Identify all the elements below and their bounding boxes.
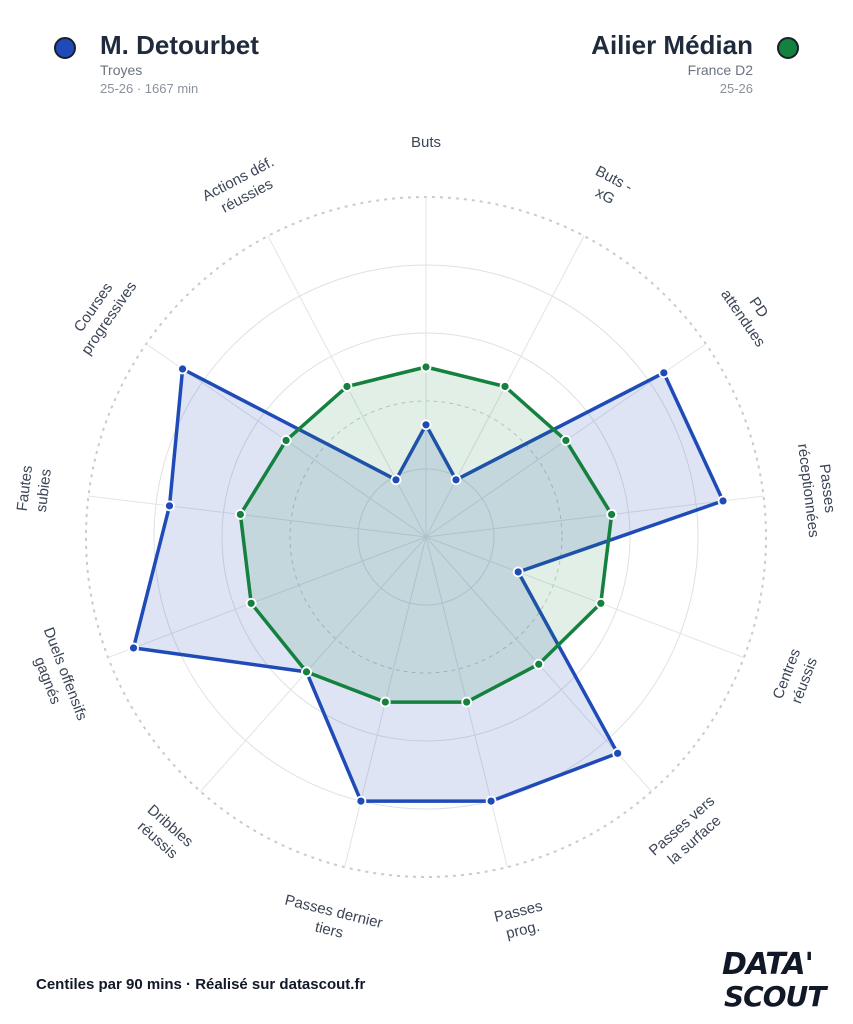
header: M. Detourbet Troyes 25-26 · 1667 min Ail… — [0, 0, 853, 110]
axis-label-2: Buts -xG — [592, 163, 635, 208]
radar-series — [128, 361, 729, 807]
logo-text-line1: DATA' — [722, 947, 814, 982]
axis-label-text: xG — [593, 184, 618, 208]
axis-label-text: Fautes — [14, 465, 36, 513]
reference-point-1 — [420, 361, 432, 373]
axis-label-text: subies — [33, 468, 55, 513]
player-point-2 — [450, 474, 462, 486]
player-point-5 — [512, 566, 524, 578]
player-color-dot — [54, 37, 76, 59]
grid-spoke — [425, 536, 745, 659]
reference-point-3 — [560, 435, 572, 446]
player-point-10 — [128, 642, 139, 654]
axis-label-text: Buts — [411, 134, 441, 151]
axis-label-13: Actions déf.réussies — [200, 153, 277, 216]
reference-name: Ailier Médian — [591, 30, 753, 60]
player-name: M. Detourbet — [100, 30, 259, 60]
axis-label-text: Passes — [816, 463, 839, 514]
reference-season: 25-26 — [719, 81, 753, 96]
axis-label-text: réceptionnées — [794, 443, 822, 539]
reference-point-5 — [595, 597, 607, 609]
player-meta: 25-26 · 1667 min — [100, 81, 199, 96]
footer-note: Centiles par 90 mins · Réalisé sur datas… — [36, 976, 366, 993]
player-point-1 — [420, 419, 432, 431]
datascout-logo: DATA' SCOUT — [722, 950, 826, 1016]
player-point-7 — [485, 795, 497, 807]
reference-point-4 — [606, 509, 618, 520]
reference-point-11 — [234, 509, 246, 520]
reference-point-7 — [461, 696, 473, 708]
reference-point-13 — [341, 381, 353, 392]
player-club: Troyes — [100, 62, 143, 78]
player-point-3 — [658, 367, 670, 379]
axis-label-text: tiers — [313, 919, 345, 942]
reference-point-12 — [280, 435, 292, 446]
logo-text-line2: SCOUT — [724, 980, 826, 1013]
grid-spoke — [107, 536, 427, 659]
player-point-4 — [717, 495, 729, 507]
player-point-6 — [612, 747, 624, 759]
reference-color-dot — [777, 37, 799, 59]
reference-point-2 — [499, 381, 511, 392]
player-point-13 — [390, 474, 402, 486]
reference-point-10 — [245, 597, 257, 609]
reference-league: France D2 — [687, 62, 753, 78]
reference-point-9 — [301, 666, 312, 678]
grid-spoke — [88, 495, 427, 538]
axis-label-1: Buts — [411, 134, 441, 151]
reference-point-8 — [379, 696, 391, 708]
reference-point-6 — [533, 658, 545, 670]
grid-spoke — [425, 495, 764, 538]
player-series-area — [131, 367, 725, 803]
player-point-11 — [164, 500, 175, 512]
player-point-8 — [355, 795, 367, 807]
player-point-12 — [177, 363, 188, 375]
grid-spoke — [200, 536, 427, 792]
reference-series-area — [238, 365, 614, 704]
